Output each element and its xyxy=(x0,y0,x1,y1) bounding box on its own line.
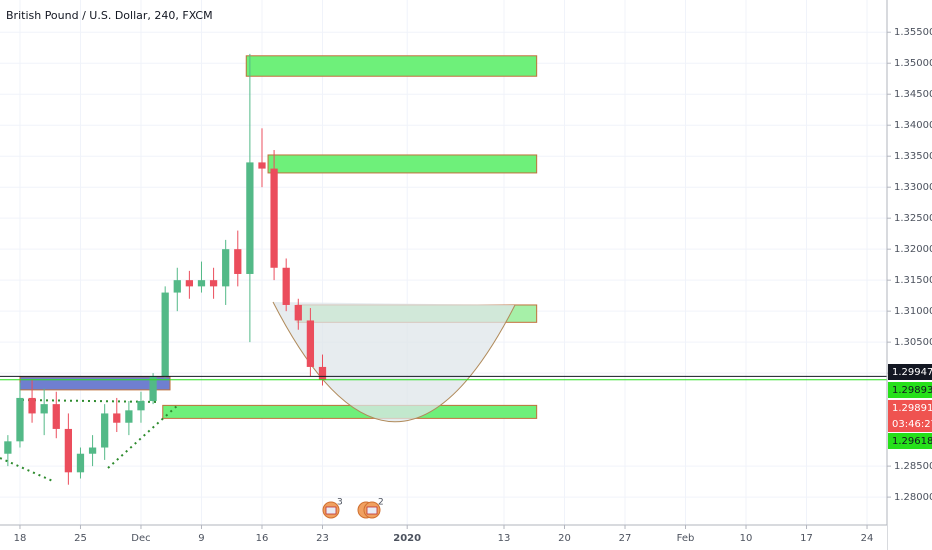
countdown: 03:46:27 xyxy=(892,419,932,430)
candle-body xyxy=(282,267,290,305)
y-tick-label: 1.34500 xyxy=(894,89,932,100)
x-tick-label: 18 xyxy=(14,533,27,544)
x-tick-label: 20 xyxy=(558,533,571,544)
time-axis-panel xyxy=(0,525,887,550)
y-tick-label: 1.35000 xyxy=(894,58,932,69)
x-tick-label: 17 xyxy=(800,533,813,544)
x-tick-label: Dec xyxy=(131,533,150,544)
price-label: 1.29618 xyxy=(892,436,932,447)
price-label: 1.29893 xyxy=(892,385,932,396)
candle-body xyxy=(149,376,157,402)
price-axis-panel xyxy=(887,0,932,550)
x-tick-label: 23 xyxy=(316,533,329,544)
price-label: 1.29891 xyxy=(892,403,932,414)
candle-body xyxy=(76,453,85,473)
candle-body xyxy=(101,413,109,448)
candle-body xyxy=(222,249,230,287)
candle-body xyxy=(125,410,133,423)
candle-body xyxy=(234,249,242,274)
x-tick-label: 2020 xyxy=(393,533,421,544)
y-tick-label: 1.35500 xyxy=(894,27,932,38)
x-tick-label: Feb xyxy=(677,533,695,544)
candle-body xyxy=(64,428,73,473)
y-tick-label: 1.33500 xyxy=(894,151,932,162)
candle-body xyxy=(88,447,97,454)
candle-body xyxy=(52,404,60,429)
price-levels xyxy=(0,375,887,381)
candle-body xyxy=(318,366,327,380)
x-tick-label: 27 xyxy=(619,533,632,544)
candle-body xyxy=(40,404,48,414)
chart-title: British Pound / U.S. Dollar, 240, FXCM xyxy=(6,9,213,22)
candle-body xyxy=(246,162,254,274)
zone xyxy=(162,404,538,419)
candle-body xyxy=(185,280,194,287)
x-tick-label: 25 xyxy=(74,533,87,544)
x-tick-label: 16 xyxy=(256,533,269,544)
axes: 1.35500 1.35000 1.34500 1.34000 1.33500 1.330… xyxy=(14,27,932,544)
zone xyxy=(267,154,538,174)
event-count: 3 xyxy=(337,498,343,508)
candles xyxy=(4,53,327,485)
x-tick-label: 24 xyxy=(861,533,874,544)
candle-body xyxy=(4,441,12,454)
candle-body xyxy=(258,162,266,169)
y-tick-label: 1.34000 xyxy=(894,120,932,131)
candle-body xyxy=(294,304,302,321)
candle-body xyxy=(113,413,121,423)
y-tick-label: 1.31000 xyxy=(894,306,932,317)
trend-lines xyxy=(0,399,179,483)
y-tick-label: 1.28000 xyxy=(894,492,932,503)
x-tick-label: 13 xyxy=(498,533,511,544)
y-tick-label: 1.31500 xyxy=(894,275,932,286)
candle-body xyxy=(161,292,169,377)
x-tick-label: 9 xyxy=(198,533,204,544)
event-flag xyxy=(366,506,378,515)
candle-body xyxy=(306,320,315,367)
price-label-box xyxy=(888,364,932,380)
price-label-box xyxy=(888,433,932,449)
y-tick-label: 1.32500 xyxy=(894,213,932,224)
zone xyxy=(245,55,538,77)
bowl-fill xyxy=(273,302,515,422)
event-flag xyxy=(325,506,337,515)
x-tick-label: 10 xyxy=(740,533,753,544)
price-label-box xyxy=(888,382,932,398)
candle-body xyxy=(28,397,36,414)
candle-body xyxy=(209,280,218,287)
countdown-box xyxy=(888,416,932,432)
candle-body xyxy=(173,280,181,293)
candle-body xyxy=(137,401,145,411)
price-label: 1.29947 xyxy=(892,367,932,378)
y-tick-label: 1.30500 xyxy=(894,337,932,348)
zone xyxy=(19,376,171,391)
price-label-box xyxy=(888,400,932,416)
y-tick-label: 1.32000 xyxy=(894,244,932,255)
candle-body xyxy=(16,397,24,442)
y-tick-label: 1.28500 xyxy=(894,461,932,472)
event-count: 2 xyxy=(378,498,384,508)
candle-body xyxy=(197,280,206,287)
y-tick-label: 1.33000 xyxy=(894,182,932,193)
bowl-curve xyxy=(272,301,516,423)
candle-body xyxy=(270,168,278,268)
